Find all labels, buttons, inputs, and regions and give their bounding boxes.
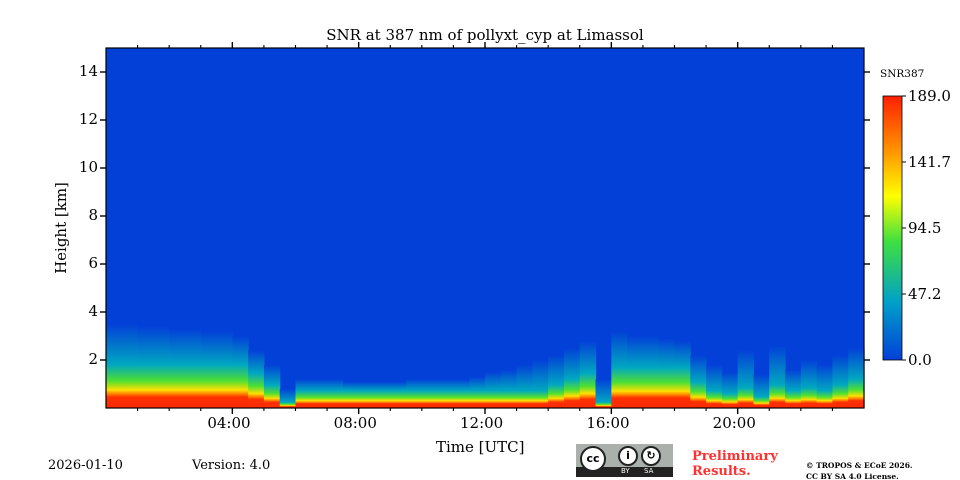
y-tick-label: 8: [88, 206, 98, 224]
heatmap-column: [706, 364, 723, 408]
heatmap-column: [848, 348, 865, 408]
x-tick-label: 20:00: [712, 414, 756, 432]
copyright-line: © TROPOS & ECoE 2026.: [806, 461, 913, 470]
heatmap-column: [358, 381, 376, 408]
heatmap-column: [342, 381, 360, 408]
heatmap-column: [453, 379, 470, 408]
heatmap-column: [311, 379, 328, 408]
colorbar: [882, 95, 903, 361]
heatmap-column: [816, 364, 834, 408]
colorbar-tick-label: 141.7: [908, 153, 951, 171]
heatmap-column: [721, 372, 739, 408]
heatmap-column: [295, 379, 312, 408]
chart-title: SNR at 387 nm of pollyxt_cyp at Limassol: [326, 26, 644, 44]
colorbar-tick-label: 189.0: [908, 87, 951, 105]
heatmap-column: [406, 379, 423, 408]
heatmap-column: [184, 328, 202, 408]
heatmap-column: [153, 326, 170, 408]
x-tick-label: 16:00: [586, 414, 630, 432]
heatmap-column: [421, 379, 439, 408]
x-axis-label: Time [UTC]: [436, 438, 525, 456]
y-tick-label: 10: [78, 158, 98, 176]
version-label: Version: 4.0: [192, 458, 271, 473]
colorbar-label: SNR387: [880, 68, 925, 80]
date-label: 2026-01-10: [48, 458, 123, 473]
heatmap-column: [800, 360, 818, 408]
heatmap-column: [769, 345, 786, 408]
heatmap-column: [642, 336, 660, 408]
cc-icon: cc: [580, 446, 606, 472]
heatmap-column: [753, 374, 770, 408]
heatmap-column: [832, 355, 849, 408]
heatmap-column: [563, 348, 581, 408]
preliminary-line: Results.: [692, 464, 751, 479]
heatmap-column: [390, 381, 407, 408]
axis-ticks: [100, 42, 906, 414]
colorbar-tick-label: 94.5: [908, 219, 942, 237]
badge-by: BY: [621, 467, 630, 475]
heatmap-column: [627, 336, 644, 408]
colorbar-tick-label: 47.2: [908, 285, 942, 303]
share-alike-icon: ↻: [641, 446, 661, 466]
heatmap-column: [658, 338, 676, 408]
heatmap-column: [437, 379, 455, 408]
x-tick-label: 04:00: [207, 414, 251, 432]
preliminary-notice: Preliminary Results.: [692, 449, 778, 479]
heatmap-column: [690, 355, 707, 408]
heatmap-column: [200, 331, 218, 408]
y-tick-label: 12: [78, 110, 98, 128]
heatmap-column: [469, 376, 486, 408]
heatmap-column: [674, 340, 691, 408]
heatmap-column: [248, 350, 265, 408]
y-tick-label: 14: [78, 62, 98, 80]
copyright-notice: © TROPOS & ECoE 2026. CC BY SA 4.0 Licen…: [806, 460, 913, 480]
heatmap-column: [106, 324, 123, 408]
colorbar-tick-label: 0.0: [908, 351, 932, 369]
heatmap-column: [500, 369, 518, 408]
heatmap-column: [327, 379, 344, 408]
x-tick-label: 12:00: [460, 414, 504, 432]
heatmap-column: [595, 379, 612, 408]
heatmap-column: [611, 331, 628, 408]
heatmap-column: [374, 381, 391, 408]
heatmap-column: [516, 364, 533, 408]
license-line: CC BY SA 4.0 License.: [806, 472, 899, 480]
heatmap-column: [548, 355, 565, 408]
heatmap-column: [279, 388, 297, 408]
heatmap-column: [485, 372, 502, 408]
heatmap-column: [785, 369, 802, 408]
heatmap-column: [532, 360, 549, 408]
y-tick-label: 6: [88, 254, 98, 272]
heatmap-columns: [106, 324, 865, 408]
heatmap-column: [121, 324, 139, 408]
cc-by-sa-badge: cc i ↻ BY SA: [576, 444, 673, 477]
y-tick-label: 2: [88, 350, 98, 368]
badge-sa: SA: [644, 467, 654, 475]
heatmap-column: [216, 331, 233, 408]
attribution-icon: i: [618, 446, 638, 466]
x-tick-label: 08:00: [333, 414, 377, 432]
heatmap-column: [737, 350, 755, 408]
heatmap-column: [232, 336, 249, 408]
preliminary-line: Preliminary: [692, 449, 778, 464]
heatmap-column: [137, 326, 154, 408]
y-axis-label: Height [km]: [52, 182, 70, 274]
heatmap-column: [169, 328, 186, 408]
heatmap-column: [579, 340, 597, 408]
heatmap-column: [263, 364, 281, 408]
y-tick-label: 4: [88, 302, 98, 320]
